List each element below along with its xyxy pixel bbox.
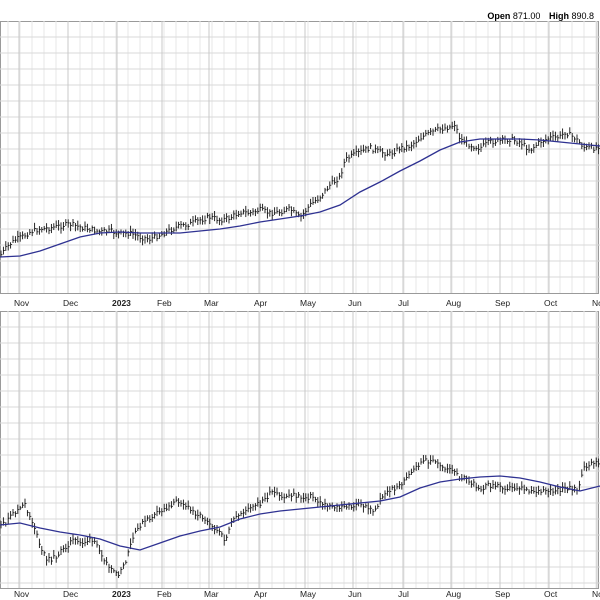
x-axis-tick-label: Sep — [495, 589, 510, 599]
moving-average-line — [0, 475, 600, 551]
x-axis-tick-label: Aug — [446, 589, 461, 599]
x-axis-tick-label: Dec — [63, 589, 79, 599]
panel-frame — [0, 311, 599, 589]
x-axis-tick-label: Mar — [204, 298, 219, 308]
x-axis-tick-label: Aug — [446, 298, 461, 308]
x-axis-tick-label: 2023 — [112, 589, 131, 599]
x-axis-tick-label: Nov — [14, 298, 30, 308]
x-axis-tick-label: Dec — [63, 298, 79, 308]
x-axis-tick-label: Jun — [348, 589, 362, 599]
x-axis-tick-label: Jun — [348, 298, 362, 308]
high-label: High — [548, 11, 569, 21]
moving-average-line — [0, 138, 600, 258]
x-axis-tick-label: Apr — [254, 589, 267, 599]
open-value: 871.00 — [512, 11, 541, 21]
x-axis-tick-label: May — [300, 298, 317, 308]
x-axis-tick-label: Oct — [544, 298, 558, 308]
x-axis-tick-label: May — [300, 589, 317, 599]
x-axis-tick-label: Feb — [157, 589, 172, 599]
panel-frame — [0, 21, 599, 294]
x-axis-tick-label: Nov — [14, 589, 30, 599]
x-axis-tick-label: Apr — [254, 298, 267, 308]
x-axis-tick-label: Jul — [398, 589, 409, 599]
x-axis-tick-label: Jul — [398, 298, 409, 308]
x-axis-tick-label: 2023 — [112, 298, 131, 308]
x-axis-tick-label: Feb — [157, 298, 172, 308]
open-label: Open — [487, 11, 511, 21]
x-axis-tick-label: Oct — [544, 589, 558, 599]
x-axis-tick-label: Mar — [204, 589, 219, 599]
x-axis-tick-label: No — [592, 298, 600, 308]
x-axis-tick-label: No — [592, 589, 600, 599]
x-axis-tick-label: Sep — [495, 298, 510, 308]
high-value: 890.8 — [571, 11, 594, 21]
ohlc-header: Open 871.00 High 890.8 — [487, 11, 600, 21]
